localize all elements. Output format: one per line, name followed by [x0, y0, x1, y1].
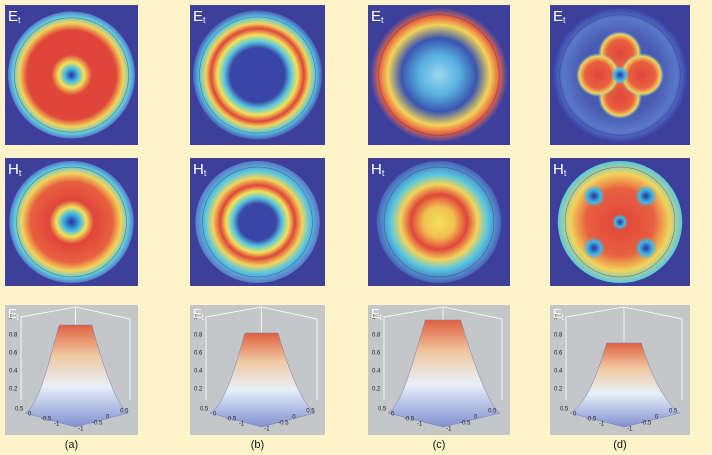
z-tick-label: 0.6 [372, 351, 381, 357]
y-tick-label: -0.5 [460, 421, 471, 427]
z-tick-label: 0.2 [554, 387, 563, 393]
y-tick-label: -0.5 [641, 421, 652, 427]
x-tick-label: -1 [417, 422, 423, 428]
field-plot: Ht [190, 158, 325, 286]
field-plot: Et [368, 5, 510, 145]
x-tick-label: -1 [239, 422, 245, 428]
figure: EtHt10.80.60.40.20.50-0.5-1-1-0.500.5Et(… [0, 0, 712, 455]
y-tick-label: 0.5 [488, 409, 497, 415]
label-letter: H [8, 161, 19, 178]
x-tick-label: 0.5 [378, 407, 387, 413]
panel-caption: (c) [433, 439, 446, 451]
y-tick-label: -1 [78, 427, 84, 433]
field-disc [8, 12, 135, 139]
field-disc [195, 161, 319, 283]
field-disc [377, 161, 501, 283]
z-tick-label: 0.2 [194, 387, 203, 393]
z-tick-label: 0.6 [9, 351, 18, 357]
field-plot: Ht [5, 158, 138, 286]
field-disc [193, 11, 322, 140]
field-plot: Et [550, 5, 690, 145]
label-letter: E [371, 306, 380, 321]
y-tick-label: -1 [627, 427, 633, 433]
x-tick-label: -0.5 [404, 417, 415, 423]
label-letter: E [193, 8, 203, 25]
z-tick-label: 0.4 [194, 369, 203, 375]
x-tick-label: -1 [54, 422, 60, 428]
field-hole [612, 214, 628, 230]
y-tick-label: -0.5 [278, 421, 289, 427]
z-tick-label: 0.4 [9, 369, 18, 375]
y-tick-label: 0.5 [120, 409, 129, 415]
x-tick-label: -0.5 [586, 417, 597, 423]
label-letter: H [193, 161, 204, 178]
label-letter: E [193, 306, 202, 321]
field-node [635, 237, 657, 259]
field-node [583, 185, 605, 207]
z-tick-label: 0.8 [9, 333, 18, 339]
x-tick-label: -1 [599, 422, 605, 428]
x-tick-label: 0.5 [560, 407, 569, 413]
field-node [635, 185, 657, 207]
field-plot: Ht [368, 158, 510, 286]
y-tick-label: -1 [264, 427, 270, 433]
label-letter: E [371, 8, 381, 25]
x-tick-label: -0.5 [226, 417, 237, 423]
label-letter: E [553, 306, 562, 321]
field-node [583, 237, 605, 259]
y-tick-label: -0.5 [92, 421, 103, 427]
z-tick-label: 0.4 [554, 369, 563, 375]
y-tick-label: 0.5 [669, 409, 678, 415]
x-tick-label: 0.5 [200, 407, 209, 413]
x-tick-label: -0.5 [41, 417, 52, 423]
field-plot: Ht [550, 158, 690, 286]
field-hole [611, 66, 629, 84]
label-letter: H [553, 161, 564, 178]
field-disc [9, 161, 133, 283]
z-tick-label: 0.8 [194, 333, 203, 339]
surface-plot: 10.80.60.40.20.50-0.5-1-1-0.500.5Et [5, 305, 138, 435]
surface-plot: 10.80.60.40.20.50-0.5-1-1-0.500.5Et [550, 305, 690, 435]
field-plot: Et [5, 5, 138, 145]
z-tick-label: 0.8 [554, 333, 563, 339]
z-tick-label: 0.2 [372, 387, 381, 393]
z-tick-label: 0.6 [554, 351, 563, 357]
panel-caption: (b) [251, 439, 264, 451]
label-letter: E [8, 306, 17, 321]
surface-plot: 10.80.60.40.20.50-0.5-1-1-0.500.5Et [368, 305, 510, 435]
z-tick-label: 0.6 [194, 351, 203, 357]
label-letter: E [8, 8, 18, 25]
z-tick-label: 0.2 [9, 387, 18, 393]
z-tick-label: 0.4 [372, 369, 381, 375]
y-tick-label: -1 [446, 427, 452, 433]
panel-caption: (a) [65, 439, 78, 451]
surface-plot: 10.80.60.40.20.50-0.5-1-1-0.500.5Et [190, 305, 325, 435]
x-tick-label: 0.5 [15, 407, 24, 413]
y-tick-label: 0.5 [306, 409, 315, 415]
panel-caption: (d) [613, 439, 626, 451]
z-tick-label: 0.8 [372, 333, 381, 339]
field-disc [371, 8, 508, 142]
label-letter: E [553, 8, 563, 25]
field-plot: Et [190, 5, 325, 145]
label-letter: H [371, 161, 382, 178]
